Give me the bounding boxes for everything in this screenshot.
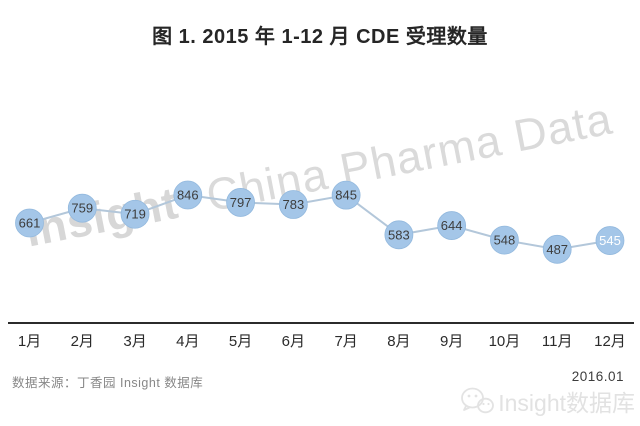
x-tick-label: 4月 [176,333,199,350]
data-point-value-label: 661 [19,215,41,230]
data-point-5月 [226,188,255,217]
wechat-icon [461,387,495,414]
data-point-value-label: 487 [546,242,568,257]
brand-watermark-text: Insight数据库 [498,390,635,416]
x-tick-label: 5月 [229,333,252,350]
data-point-6月 [278,190,308,219]
x-tick-label: 1月 [18,333,41,350]
data-point-value-label: 583 [388,227,410,242]
x-tick-label: 6月 [282,333,305,350]
data-point-2月 [67,193,97,223]
data-point-1月 [15,208,44,238]
data-point-value-label: 719 [124,207,146,222]
data-point-value-label: 644 [441,218,463,233]
data-point-9月 [437,211,467,240]
data-point-7月 [331,180,361,210]
data-point-10月 [490,225,519,255]
data-point-12月 [595,226,625,255]
x-tick-label: 8月 [387,333,410,350]
data-point-value-label: 548 [494,233,516,248]
x-tick-label: 10月 [489,333,521,350]
data-point-11月 [542,234,572,264]
data-point-value-label: 545 [599,233,621,248]
x-tick-label: 3月 [123,333,146,350]
data-point-value-label: 846 [177,188,199,203]
data-point-value-label: 797 [230,195,252,210]
x-tick-label: 9月 [440,333,463,350]
data-point-4月 [173,180,203,210]
x-tick-label: 12月 [594,333,626,350]
data-point-3月 [120,199,150,229]
data-point-8月 [384,220,414,250]
data-point-value-label: 783 [282,197,304,212]
x-tick-label: 7月 [334,333,357,350]
brand-watermark: Insight数据库 [459,384,635,418]
data-point-value-label: 845 [335,188,357,203]
trend-line [29,193,611,251]
chart-title: 图 1. 2015 年 1-12 月 CDE 受理数量 [152,26,488,48]
x-tick-label: 2月 [71,333,94,350]
data-point-value-label: 759 [71,201,93,216]
x-tick-label: 11月 [542,333,573,350]
data-source-note: 数据来源：丁香园 Insight 数据库 [12,376,204,390]
publish-date: 2016.01 [571,369,624,384]
